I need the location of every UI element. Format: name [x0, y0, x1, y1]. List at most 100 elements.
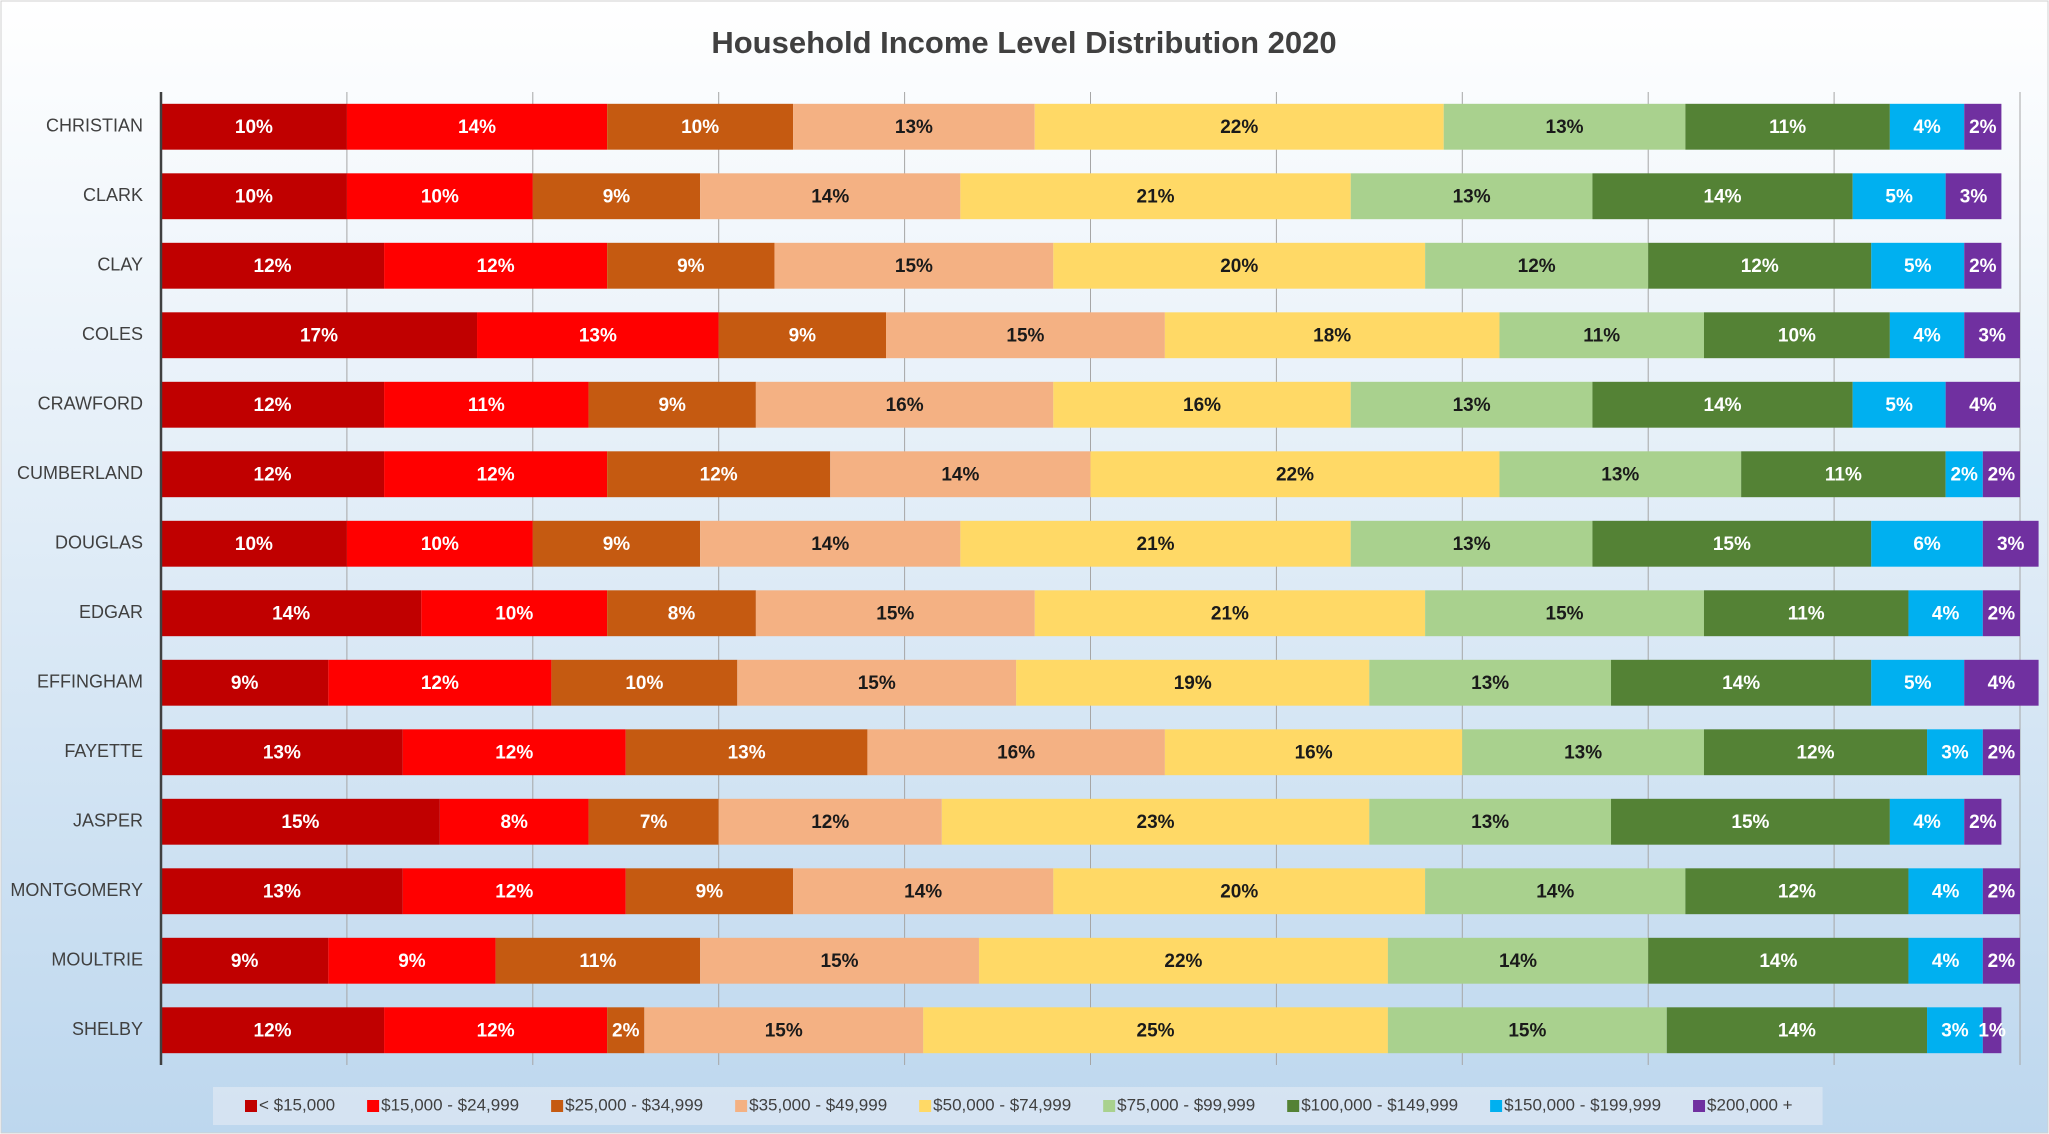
data-label: 15% — [1713, 534, 1751, 555]
bar-segment — [1592, 173, 1853, 220]
data-label: 13% — [1453, 534, 1491, 555]
bar-segment — [1852, 173, 1946, 220]
bar-segment — [1350, 381, 1593, 428]
bar-segment — [1053, 868, 1426, 915]
data-label: 10% — [235, 534, 273, 555]
data-label: 7% — [640, 812, 668, 833]
bar-segment — [328, 659, 552, 706]
y-tick-label: CUMBERLAND — [17, 463, 143, 483]
legend-marker — [919, 1100, 932, 1112]
data-label: 12% — [700, 464, 738, 485]
data-label: 4% — [1932, 603, 1960, 624]
bar-segment — [1871, 520, 1983, 567]
bar-segment — [1741, 451, 1946, 498]
legend-marker — [1490, 1100, 1503, 1112]
data-label: 12% — [1741, 256, 1779, 277]
bar-segment — [477, 312, 719, 359]
data-label: 15% — [1546, 603, 1584, 624]
bar-segment — [384, 381, 589, 428]
bar-segment — [1369, 659, 1612, 706]
data-label: 9% — [231, 951, 259, 972]
data-label: 10% — [235, 186, 273, 207]
bar-segment — [1164, 312, 1500, 359]
bar-segment — [161, 173, 347, 220]
data-label: 15% — [858, 673, 896, 694]
bar-segment — [1982, 729, 2020, 776]
data-label: 13% — [1453, 395, 1491, 416]
data-label: 12% — [254, 464, 292, 485]
bar-segment — [161, 312, 478, 359]
legend-marker — [1103, 1100, 1116, 1112]
bar-segment — [607, 590, 756, 637]
data-label: 8% — [500, 812, 528, 833]
y-tick-label: JASPER — [73, 811, 143, 831]
data-label: 15% — [876, 603, 914, 624]
bar-segment — [1592, 520, 1872, 567]
data-label: 9% — [677, 256, 705, 277]
bar-segment — [1945, 381, 2020, 428]
data-label: 14% — [1536, 881, 1574, 902]
data-label: 12% — [254, 1020, 292, 1041]
bar-segment — [1871, 242, 1965, 289]
data-label: 9% — [696, 881, 724, 902]
bar-segment — [161, 659, 329, 706]
data-label: 3% — [1960, 186, 1988, 207]
bar-segment — [532, 520, 701, 567]
data-label: 2% — [1988, 951, 2016, 972]
bar-segment — [755, 381, 1054, 428]
bar-segment — [439, 798, 589, 845]
data-label: 12% — [254, 395, 292, 416]
data-label: 4% — [1932, 881, 1960, 902]
bar-segment — [1499, 312, 1704, 359]
data-label: 14% — [811, 534, 849, 555]
data-label: 11% — [1583, 325, 1620, 346]
bar-segment — [161, 520, 347, 567]
legend-marker — [735, 1100, 748, 1112]
bar-segment — [1611, 659, 1872, 706]
bar-segment — [1703, 590, 1909, 637]
data-label: 15% — [1731, 812, 1769, 833]
data-label: 15% — [1006, 325, 1044, 346]
y-tick-label: COLES — [82, 324, 143, 344]
bar-segment — [1908, 590, 1983, 637]
bar-segment — [1982, 937, 2020, 984]
bar-segment — [941, 798, 1370, 845]
y-tick-label: CLAY — [97, 255, 143, 275]
data-label: 14% — [1778, 1020, 1816, 1041]
bar-segment — [161, 729, 403, 776]
bar-segment — [700, 937, 979, 984]
bar-segment — [1703, 312, 1890, 359]
data-label: 14% — [1704, 395, 1742, 416]
y-tick-label: SHELBY — [72, 1019, 143, 1039]
data-label: 3% — [1941, 742, 1969, 763]
y-tick-label: FAYETTE — [64, 741, 143, 761]
data-label: 13% — [728, 742, 766, 763]
data-label: 2% — [1950, 464, 1978, 485]
bar-segment — [960, 520, 1351, 567]
data-label: 13% — [579, 325, 617, 346]
data-label: 16% — [1295, 742, 1333, 763]
data-label: 4% — [1913, 117, 1941, 138]
bar-segment — [1666, 1007, 1928, 1054]
bar-segment — [923, 1007, 1388, 1054]
bar-segment — [402, 729, 626, 776]
bar-segment — [384, 451, 608, 498]
bar-segment — [644, 1007, 924, 1054]
data-label: 6% — [1913, 534, 1941, 555]
data-label: 10% — [1778, 325, 1816, 346]
y-tick-label: CHRISTIAN — [46, 116, 143, 136]
data-label: 12% — [477, 1020, 515, 1041]
data-label: 2% — [612, 1020, 640, 1041]
bar-segment — [1964, 798, 2002, 845]
data-label: 19% — [1174, 673, 1212, 694]
data-label: 12% — [477, 464, 515, 485]
data-label: 16% — [886, 395, 924, 416]
bar-segment — [1982, 451, 2020, 498]
data-label: 16% — [1183, 395, 1221, 416]
bar-segment — [1462, 729, 1704, 776]
legend-marker — [367, 1100, 380, 1112]
data-label: 2% — [1988, 881, 2016, 902]
legend-label: < $15,000 — [259, 1095, 335, 1114]
data-label: 2% — [1988, 742, 2016, 763]
data-label: 12% — [495, 742, 533, 763]
